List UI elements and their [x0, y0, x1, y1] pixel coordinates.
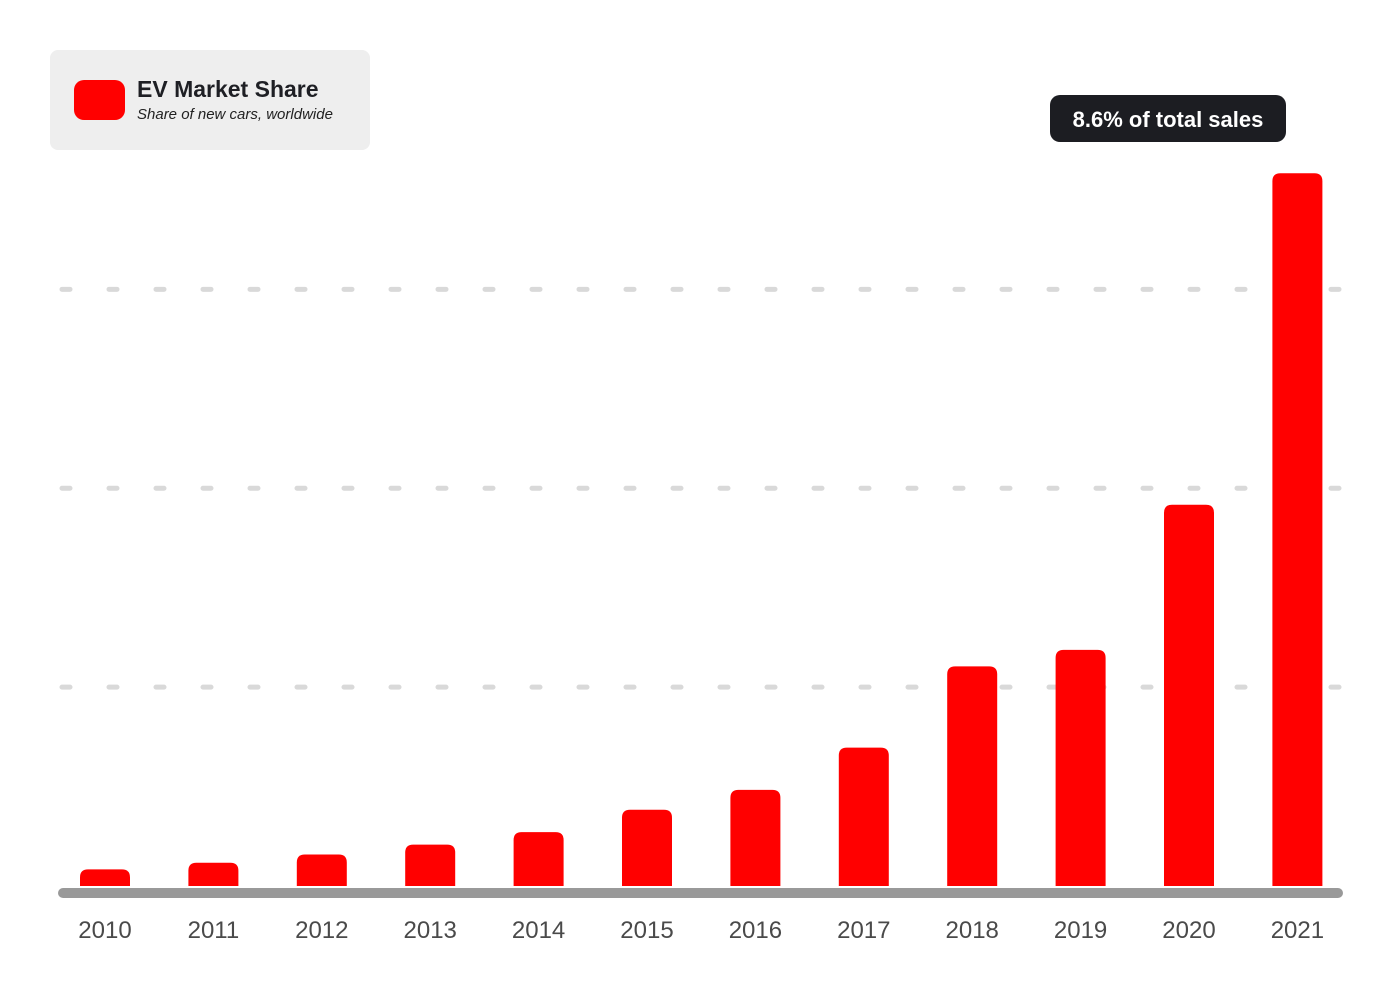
- legend-box: [50, 50, 370, 150]
- x-tick-label-2012: 2012: [295, 917, 348, 944]
- bar-2018: [947, 666, 998, 886]
- bar-2016: [730, 789, 781, 886]
- bar-2020: [1164, 504, 1214, 886]
- bar-2019: [1055, 649, 1106, 886]
- x-tick-label-2018: 2018: [946, 917, 999, 944]
- bar-2014: [513, 832, 564, 886]
- bar-layer: [80, 173, 1323, 887]
- x-tick-label-2020: 2020: [1162, 917, 1215, 944]
- callout: 8.6% of total sales: [1050, 95, 1286, 142]
- x-tick-label-2019: 2019: [1054, 917, 1107, 944]
- x-tick-label-2014: 2014: [512, 917, 565, 944]
- grid-layer: [59, 286, 1343, 690]
- x-tick-label-2017: 2017: [837, 917, 890, 944]
- legend-subtitle: Share of new cars, worldwide: [137, 106, 333, 123]
- legend-title: EV Market Share: [137, 76, 319, 102]
- bar-2013: [405, 844, 456, 886]
- bar-2012: [296, 854, 347, 886]
- x-axis-line: [58, 888, 1343, 898]
- bar-2017: [838, 747, 889, 886]
- legend-swatch: [74, 80, 125, 120]
- callout-box: [1050, 95, 1286, 142]
- x-tick-label-2016: 2016: [729, 917, 782, 944]
- bar-2021: [1272, 173, 1323, 887]
- x-tick-label-2010: 2010: [78, 917, 131, 944]
- x-tick-label-2015: 2015: [620, 917, 673, 944]
- callout-text: 8.6% of total sales: [1073, 107, 1264, 132]
- x-tick-label-2021: 2021: [1271, 917, 1324, 944]
- x-tick-label-2011: 2011: [188, 917, 240, 944]
- bar-2015: [622, 809, 672, 886]
- legend: EV Market Share Share of new cars, world…: [50, 50, 370, 150]
- x-tick-label-2013: 2013: [404, 917, 457, 944]
- bar-2010: [80, 869, 130, 886]
- tick-layer: 2010 2011 2012 2013 2014 2015 2016 2017 2018 2019…: [78, 917, 1324, 944]
- bar-2011: [188, 862, 239, 886]
